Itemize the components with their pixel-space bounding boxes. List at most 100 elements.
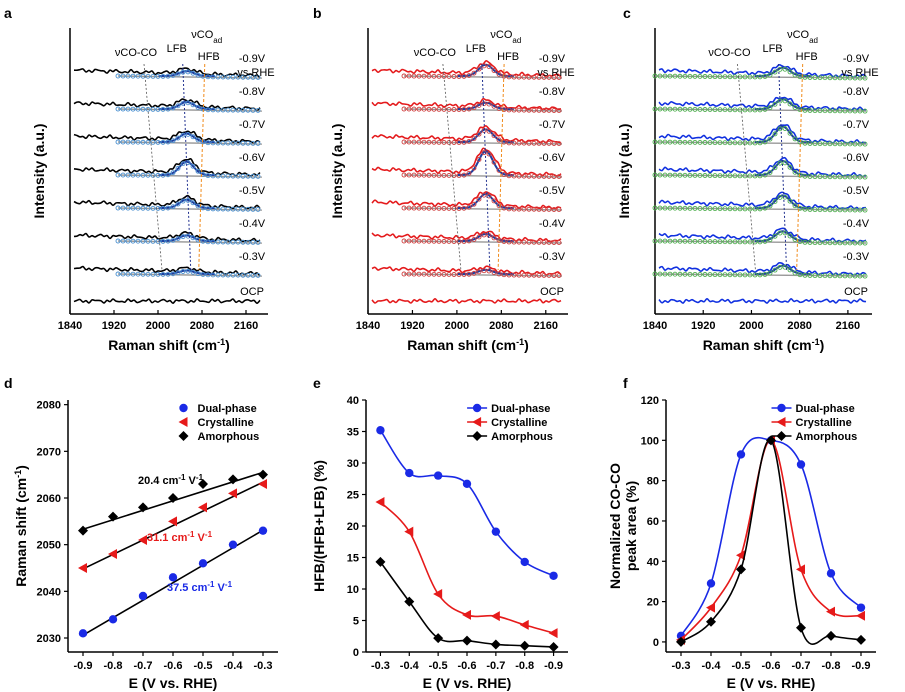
data-marker (175, 201, 181, 207)
data-marker (170, 237, 176, 243)
data-marker (180, 234, 186, 240)
data-marker (541, 74, 547, 80)
data-marker (747, 140, 753, 146)
data-marker (521, 74, 527, 80)
data-marker (546, 107, 552, 113)
data-marker (652, 172, 658, 178)
y-tick-label: 20 (347, 521, 359, 533)
data-marker (145, 73, 151, 79)
data-marker (657, 73, 663, 79)
data-marker (210, 173, 216, 179)
raman-trace (658, 156, 867, 178)
data-marker (521, 239, 527, 245)
data-marker (180, 198, 186, 204)
baseline-fit (117, 240, 263, 244)
potential-label: -0.6V (843, 152, 870, 164)
data-marker (125, 172, 131, 178)
data-point (462, 609, 471, 620)
data-marker (787, 233, 793, 239)
data-marker (652, 73, 658, 79)
data-marker (120, 271, 126, 277)
data-marker (431, 106, 437, 112)
data-marker (421, 106, 427, 112)
data-marker (416, 172, 422, 178)
x-tick-label: 1840 (58, 320, 82, 332)
data-marker (406, 139, 412, 145)
data-marker (802, 107, 808, 113)
data-marker (205, 173, 211, 179)
data-marker (546, 140, 552, 146)
x-axis-title-sup: -1 (217, 337, 225, 347)
data-marker (120, 205, 126, 211)
data-marker (210, 206, 216, 212)
data-marker (185, 268, 191, 274)
data-marker (787, 69, 793, 75)
data-marker (506, 272, 512, 278)
legend-label: Crystalline (491, 417, 547, 429)
y-tick-label: 0 (353, 647, 359, 659)
data-marker (421, 271, 427, 277)
hfb-label: HFB (497, 51, 519, 63)
data-marker (707, 272, 713, 277)
y-tick-label: 40 (347, 395, 359, 407)
data-marker (526, 107, 532, 113)
data-marker (215, 173, 221, 179)
raman-trace (658, 261, 867, 277)
slope-sup: -1 (207, 580, 215, 589)
data-marker (250, 107, 256, 113)
data-marker (125, 205, 131, 211)
data-marker (230, 173, 236, 179)
data-marker (772, 199, 778, 205)
data-marker (752, 140, 758, 146)
data-marker (140, 172, 146, 178)
data-marker (662, 139, 668, 145)
slope-annotation: 20.4 cm-1 V-1 (138, 473, 204, 488)
data-marker (787, 198, 793, 204)
data-marker (125, 271, 131, 277)
data-marker (772, 267, 778, 273)
data-marker (556, 240, 562, 246)
baseline-fit (654, 141, 867, 145)
data-marker (481, 192, 487, 198)
data-marker (682, 205, 688, 211)
data-marker (722, 74, 728, 80)
potential-label: OCP (844, 286, 868, 298)
raman-panel-c: 1840 1920 2000 2080 2160 Raman shift (cm-1) In… (616, 28, 879, 353)
data-marker (185, 131, 191, 137)
data-marker (662, 271, 668, 277)
data-marker (235, 173, 241, 179)
potential-label: -0.8V (843, 86, 870, 98)
data-marker (255, 107, 261, 113)
data-marker (195, 104, 201, 110)
data-marker (165, 238, 171, 244)
baseline-fit (654, 174, 867, 178)
data-marker (220, 74, 226, 80)
y-tick-label: 2070 (37, 446, 61, 458)
data-marker (436, 73, 442, 79)
data-marker (702, 140, 708, 145)
data-marker (426, 73, 432, 79)
data-marker (155, 205, 161, 211)
data-marker (461, 107, 467, 112)
data-marker (556, 273, 562, 278)
data-marker (697, 73, 703, 79)
data-marker (752, 107, 758, 113)
lfb-label: LFB (466, 43, 486, 55)
data-marker (707, 206, 713, 212)
baseline-fit (117, 141, 263, 145)
data-marker (712, 74, 718, 80)
data-marker (692, 271, 698, 277)
y-axis-title-text: HFB/(HFB+LFB) (%) (311, 460, 327, 592)
data-marker (160, 271, 166, 277)
data-marker (215, 107, 221, 113)
data-marker (476, 157, 482, 162)
data-marker (812, 141, 818, 147)
panel-label-d: d (4, 375, 13, 391)
data-marker (777, 126, 783, 132)
data-marker (742, 239, 748, 245)
raman-panel-b: 1840 1920 2000 2080 2160 Raman shift (cm-1) In… (329, 28, 575, 353)
data-marker (682, 172, 688, 178)
data-marker (732, 140, 738, 146)
data-marker (145, 238, 151, 244)
data-marker (672, 106, 678, 112)
